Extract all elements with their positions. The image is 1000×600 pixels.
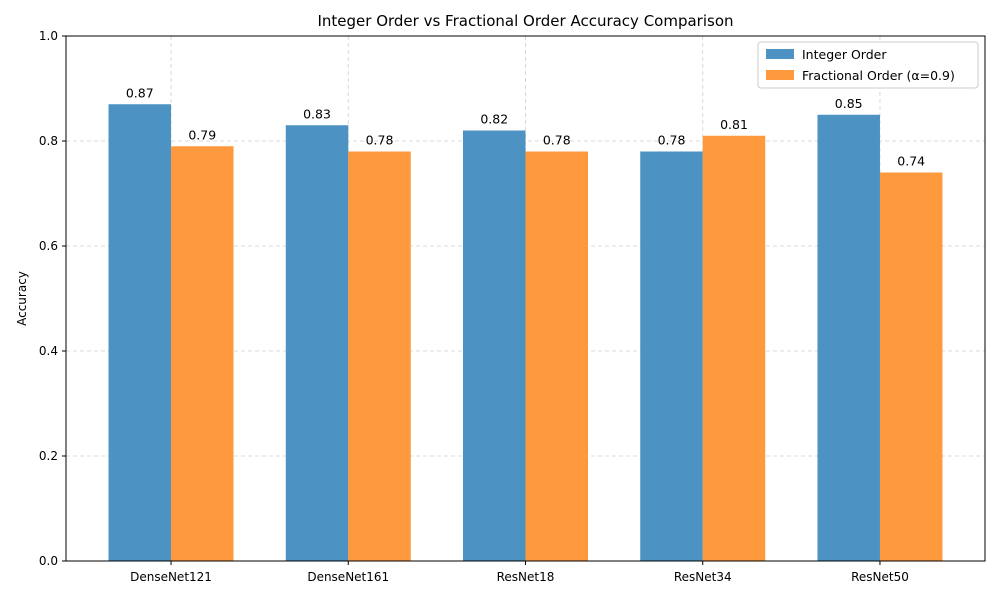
bar-fractional xyxy=(348,151,411,561)
bar-value-label: 0.81 xyxy=(720,117,748,132)
x-tick-label: ResNet34 xyxy=(674,570,732,584)
legend: Integer Order Fractional Order (α=0.9) xyxy=(757,41,979,89)
bar-value-label: 0.83 xyxy=(303,106,331,121)
legend-label: Integer Order xyxy=(802,47,887,62)
y-tick-label: 0.4 xyxy=(39,344,58,358)
x-tick-label: DenseNet121 xyxy=(130,570,212,584)
bar-integer xyxy=(463,130,526,561)
bar-value-label: 0.85 xyxy=(835,96,863,111)
axes: 0.0 0.2 0.4 0.6 0.8 1.0 DenseNet121 DenseNet161… xyxy=(39,29,909,584)
bar-fractional xyxy=(879,172,943,561)
bar-value-label: 0.78 xyxy=(543,133,571,148)
x-tick-label: ResNet50 xyxy=(851,570,909,584)
y-tick-label: 0.6 xyxy=(39,239,58,253)
legend-swatch xyxy=(766,49,794,59)
legend-label: Fractional Order (α=0.9) xyxy=(802,68,955,83)
bar-value-label: 0.78 xyxy=(366,133,394,148)
bar-integer xyxy=(817,114,880,561)
x-tick-label: DenseNet161 xyxy=(307,570,389,584)
bar-value-label: 0.78 xyxy=(658,133,686,148)
bar-value-label: 0.79 xyxy=(188,127,216,142)
bar-integer xyxy=(108,104,172,561)
y-tick-label: 1.0 xyxy=(39,29,58,43)
y-axis-label: Accuracy xyxy=(15,271,29,326)
x-tick-label: ResNet18 xyxy=(497,570,555,584)
bar-value-label: 0.87 xyxy=(126,85,154,100)
legend-box xyxy=(757,41,979,89)
bar-value-label: 0.74 xyxy=(897,154,925,169)
bar-integer xyxy=(285,125,349,561)
y-tick-label: 0.0 xyxy=(39,554,58,568)
legend-swatch xyxy=(766,70,794,80)
data-labels: 0.87 0.83 0.82 0.78 0.85 0.79 0.78 0.78 0.81 0.74 xyxy=(126,85,925,168)
y-tick-label: 0.2 xyxy=(39,449,58,463)
bar-value-label: 0.82 xyxy=(480,112,508,127)
y-tick-label: 0.8 xyxy=(39,134,58,148)
bar-fractional xyxy=(171,146,234,561)
bar-fractional xyxy=(525,151,588,561)
chart-title: Integer Order vs Fractional Order Accura… xyxy=(317,12,733,30)
bar-fractional xyxy=(702,135,766,561)
bars xyxy=(108,104,943,561)
bar-integer xyxy=(640,151,703,561)
